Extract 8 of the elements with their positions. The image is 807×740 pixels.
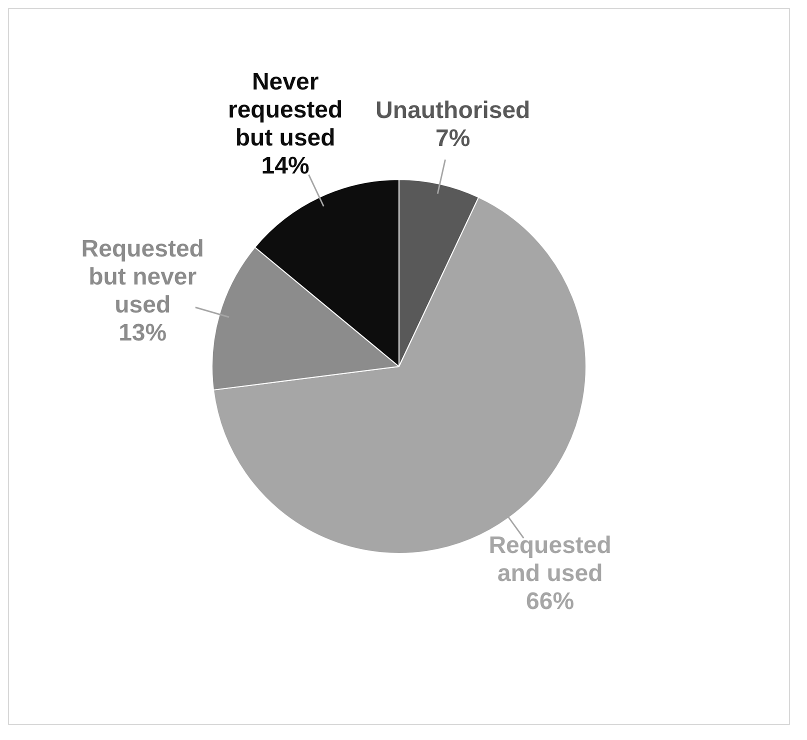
slice-label: Never requested but used [228, 68, 343, 152]
data-label: 14% [261, 152, 310, 180]
data-label: 66% [526, 588, 574, 616]
data-label: 7% [436, 125, 470, 152]
slice-label: Unauthorised [376, 97, 530, 124]
slice-label: Requested but never used [81, 236, 204, 319]
data-label: 13% [118, 320, 167, 347]
slice-label: Requested and used [488, 532, 612, 588]
